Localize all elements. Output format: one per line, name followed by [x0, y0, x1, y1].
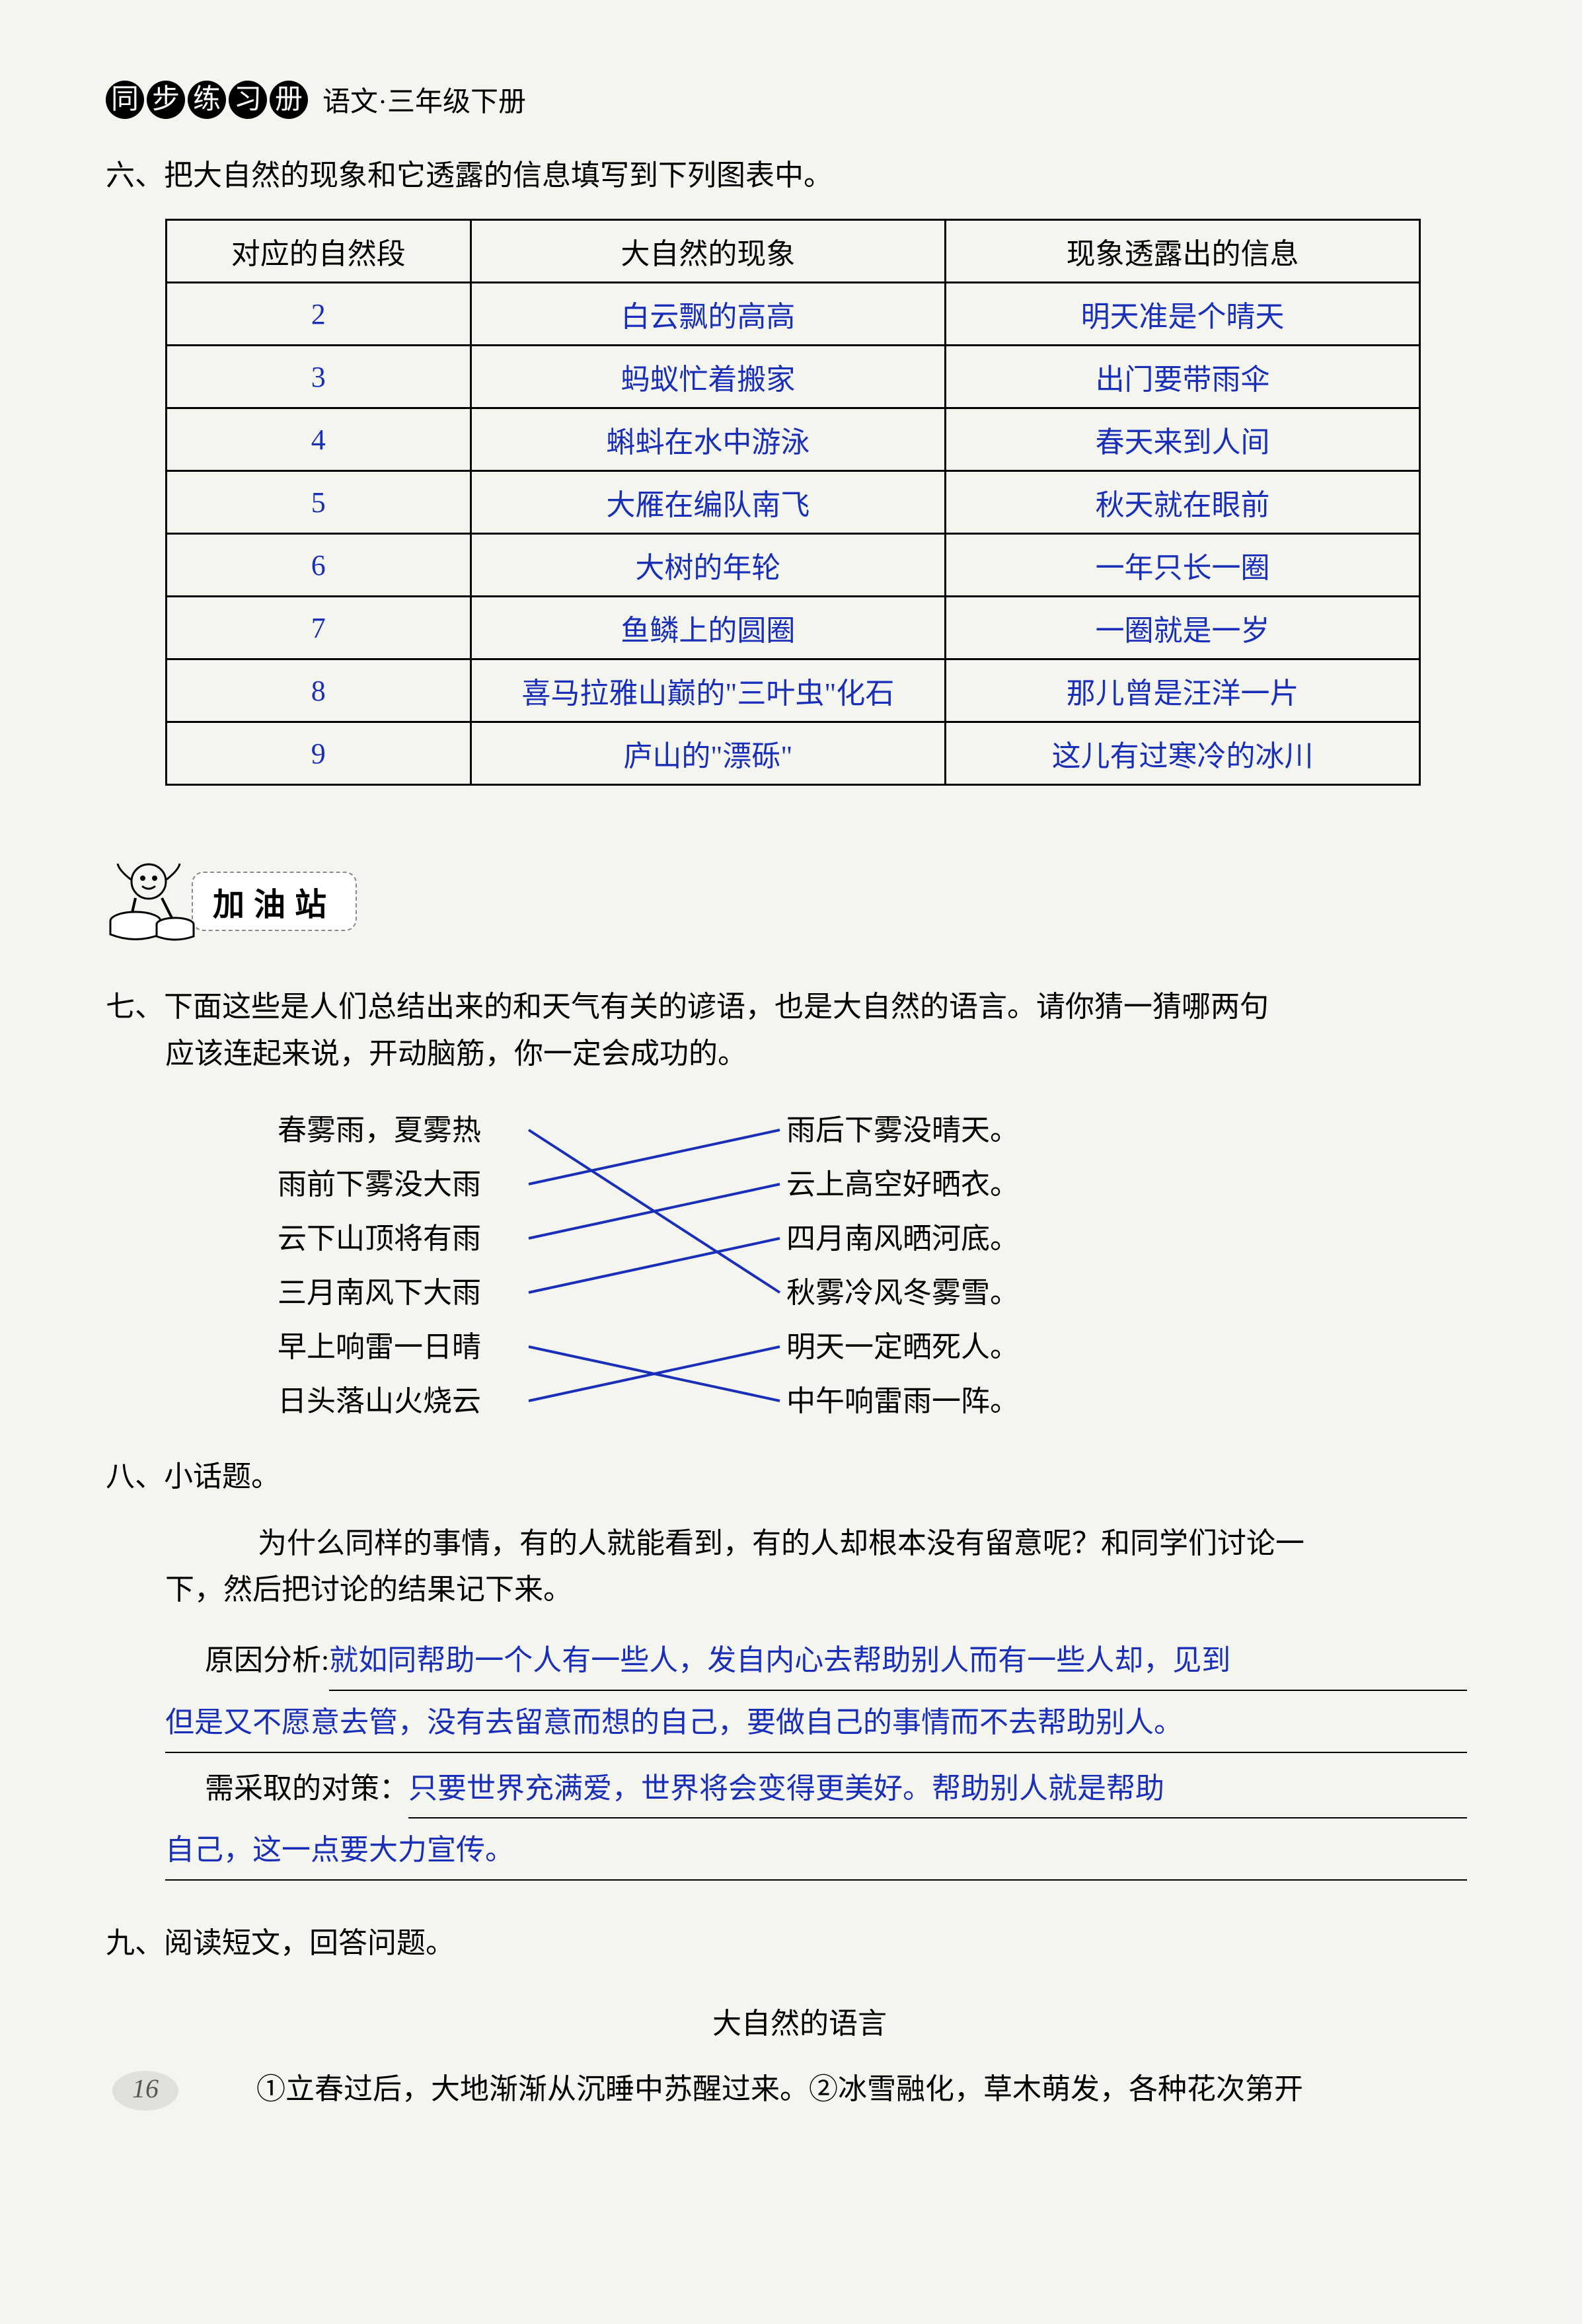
prov-left-item: 雨前下雾没大雨	[278, 1158, 481, 1212]
q6-row-info: 这儿有过寒冷的冰川	[946, 722, 1420, 785]
prov-right-item: 明天一定晒死人。	[786, 1320, 1019, 1374]
q8-ans2-l2: 自己，这一点要大力宣传。	[165, 1822, 1467, 1881]
q7-matching: 春雾雨，夏雾热雨前下雾没大雨云下山顶将有雨三月南风下大雨早上响雷一日晴日头落山火…	[278, 1104, 1203, 1427]
prov-right-item: 云上高空好晒衣。	[786, 1158, 1019, 1212]
q9-prompt: 九、阅读短文，回答问题。	[106, 1920, 1493, 1967]
q6-th-1: 对应的自然段	[167, 220, 471, 283]
q9-title: 大自然的语言	[106, 2000, 1493, 2042]
q6-prompt: 六、把大自然的现象和它透露的信息填写到下列图表中。	[106, 153, 1493, 199]
q8-body-l2: 下，然后把讨论的结果记下来。	[106, 1567, 1493, 1613]
header-circle-4: 习	[229, 81, 267, 119]
header-circle-3: 练	[188, 81, 226, 119]
q6-table: 对应的自然段 大自然的现象 现象透露出的信息 2白云飘的高高明天准是个晴天 3蚂蚁…	[165, 219, 1421, 786]
q6-row-info: 一圈就是一岁	[946, 597, 1420, 659]
q6-row-info: 一年只长一圈	[946, 534, 1420, 597]
q6-row-info: 春天来到人间	[946, 408, 1420, 471]
q6-row-info: 出门要带雨伞	[946, 346, 1420, 408]
prov-left-item: 春雾雨，夏雾热	[278, 1104, 481, 1158]
header-circle-2: 步	[147, 81, 185, 119]
q6-row-num: 2	[167, 283, 471, 346]
drum-icon	[106, 858, 198, 944]
q6-row-info: 明天准是个晴天	[946, 283, 1420, 346]
match-line	[529, 1130, 780, 1293]
prov-left-item: 三月南风下大雨	[278, 1266, 481, 1320]
q6-row-phen: 鱼鳞上的圆圈	[471, 597, 946, 659]
q6-row-phen: 大树的年轮	[471, 534, 946, 597]
prov-left-item: 日头落山火烧云	[278, 1374, 481, 1429]
q6-row-num: 5	[167, 471, 471, 534]
match-line	[529, 1347, 780, 1401]
q8-label2: 需采取的对策：	[205, 1761, 408, 1817]
q6-th-3: 现象透露出的信息	[946, 220, 1420, 283]
q6-row-phen: 喜马拉雅山巅的"三叶虫"化石	[471, 659, 946, 722]
q8-label1: 原因分析:	[205, 1633, 329, 1688]
match-line	[529, 1238, 780, 1293]
q6-row-phen: 蝌蚪在水中游泳	[471, 408, 946, 471]
q9-paragraph: ①立春过后，大地渐渐从沉睡中苏醒过来。②冰雪融化，草木萌发，各种花次第开	[198, 2062, 1467, 2117]
q6-row-num: 7	[167, 597, 471, 659]
section-title-text: 加油站	[192, 872, 357, 931]
match-line	[529, 1184, 780, 1238]
page-number: 16	[132, 2073, 159, 2104]
q7-prompt-l2: 应该连起来说，开动脑筋，你一定会成功的。	[106, 1031, 1493, 1077]
workbook-header: 同 步 练 习 册 语文·三年级下册	[106, 79, 1493, 120]
prov-right-item: 雨后下雾没晴天。	[786, 1104, 1019, 1158]
q6-row-phen: 大雁在编队南飞	[471, 471, 946, 534]
q6-th-2: 大自然的现象	[471, 220, 946, 283]
header-circle-5: 册	[270, 81, 308, 119]
prov-left-item: 云下山顶将有雨	[278, 1212, 481, 1266]
section-title-jiayouzhan: 加油站	[106, 858, 1493, 944]
q8-ans1-l1: 就如同帮助一个人有一些人，发自内心去帮助别人而有一些人却，见到	[329, 1633, 1467, 1691]
q6-row-phen: 白云飘的高高	[471, 283, 946, 346]
q6-row-phen: 庐山的"漂砾"	[471, 722, 946, 785]
q8-prompt: 八、小话题。	[106, 1454, 1493, 1500]
prov-right-item: 四月南风晒河底。	[786, 1212, 1019, 1266]
q8-ans1-l2: 但是又不愿意去管，没有去留意而想的自己，要做自己的事情而不去帮助别人。	[165, 1695, 1467, 1753]
q6-row-num: 4	[167, 408, 471, 471]
prov-right-item: 中午响雷雨一阵。	[786, 1374, 1019, 1429]
q6-row-num: 8	[167, 659, 471, 722]
q6-row-info: 那儿曾是汪洋一片	[946, 659, 1420, 722]
q7-prompt-l1: 七、下面这些是人们总结出来的和天气有关的谚语，也是大自然的语言。请你猜一猜哪两句	[106, 984, 1493, 1030]
q6-row-info: 秋天就在眼前	[946, 471, 1420, 534]
q8-body-l1: 为什么同样的事情，有的人就能看到，有的人却根本没有留意呢？和同学们讨论一	[258, 1520, 1493, 1567]
q6-row-phen: 蚂蚁忙着搬家	[471, 346, 946, 408]
prov-right-item: 秋雾冷风冬雾雪。	[786, 1266, 1019, 1320]
header-circle-1: 同	[106, 81, 144, 119]
match-line	[529, 1347, 780, 1401]
q6-row-num: 9	[167, 722, 471, 785]
q6-row-num: 3	[167, 346, 471, 408]
match-line	[529, 1130, 780, 1184]
q8-ans2-l1: 只要世界充满爱，世界将会变得更美好。帮助别人就是帮助	[408, 1761, 1467, 1819]
header-subtitle: 语文·三年级下册	[322, 79, 526, 120]
prov-left-item: 早上响雷一日晴	[278, 1320, 481, 1374]
q6-row-num: 6	[167, 534, 471, 597]
